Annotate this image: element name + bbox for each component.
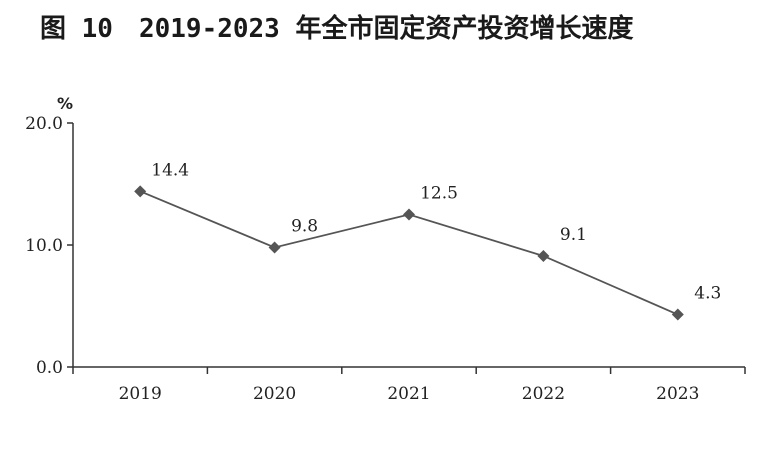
data-point-marker [671, 308, 684, 321]
data-label: 4.3 [694, 284, 721, 304]
data-label: 14.4 [151, 160, 189, 180]
y-tick-label: 10.0 [25, 236, 63, 256]
data-label: 9.1 [560, 225, 587, 245]
x-tick-label: 2021 [387, 384, 430, 404]
y-axis-unit: % [57, 94, 73, 113]
x-tick-label: 2020 [253, 384, 296, 404]
x-tick-label: 2019 [119, 384, 162, 404]
x-tick-label: 2022 [522, 384, 565, 404]
data-label: 9.8 [291, 216, 318, 236]
data-point-marker [134, 185, 147, 198]
data-point-marker [403, 208, 415, 221]
y-tick-label: 0.0 [36, 358, 63, 378]
data-label: 12.5 [420, 184, 458, 204]
chart-title: 图 10 2019-2023 年全市固定资产投资增长速度 [40, 14, 634, 44]
data-point-marker [537, 249, 550, 262]
data-point-marker [268, 241, 281, 254]
x-tick-label: 2023 [656, 384, 699, 404]
y-tick-label: 20.0 [25, 114, 63, 134]
